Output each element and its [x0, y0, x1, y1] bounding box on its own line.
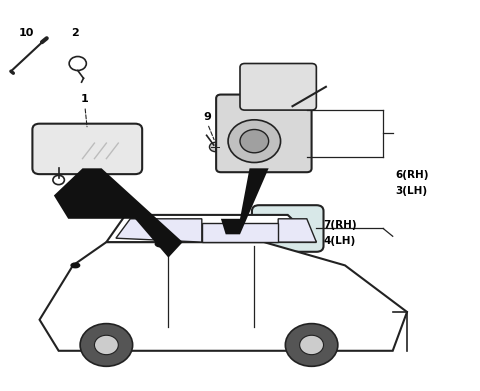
FancyBboxPatch shape: [252, 205, 324, 252]
Circle shape: [228, 120, 281, 163]
Text: 6(RH): 6(RH): [395, 170, 429, 180]
Polygon shape: [39, 242, 407, 351]
Text: 3(LH): 3(LH): [395, 186, 427, 196]
Circle shape: [95, 335, 118, 355]
Circle shape: [240, 129, 269, 153]
Text: 7(RH): 7(RH): [324, 221, 357, 231]
Polygon shape: [221, 168, 269, 234]
Text: 1: 1: [81, 94, 89, 104]
Polygon shape: [116, 219, 202, 242]
Polygon shape: [54, 168, 183, 258]
Circle shape: [209, 142, 221, 152]
Text: 2: 2: [72, 28, 79, 38]
Ellipse shape: [71, 263, 80, 268]
Polygon shape: [278, 219, 316, 242]
FancyBboxPatch shape: [33, 124, 142, 174]
Text: 4(LH): 4(LH): [324, 236, 356, 246]
Polygon shape: [202, 223, 278, 242]
Text: 9: 9: [204, 112, 212, 122]
FancyBboxPatch shape: [240, 63, 316, 110]
Text: 10: 10: [19, 28, 34, 38]
Circle shape: [80, 324, 132, 366]
Circle shape: [300, 335, 324, 355]
Polygon shape: [107, 215, 316, 242]
Ellipse shape: [156, 241, 167, 247]
FancyBboxPatch shape: [216, 95, 312, 172]
Circle shape: [285, 324, 338, 366]
